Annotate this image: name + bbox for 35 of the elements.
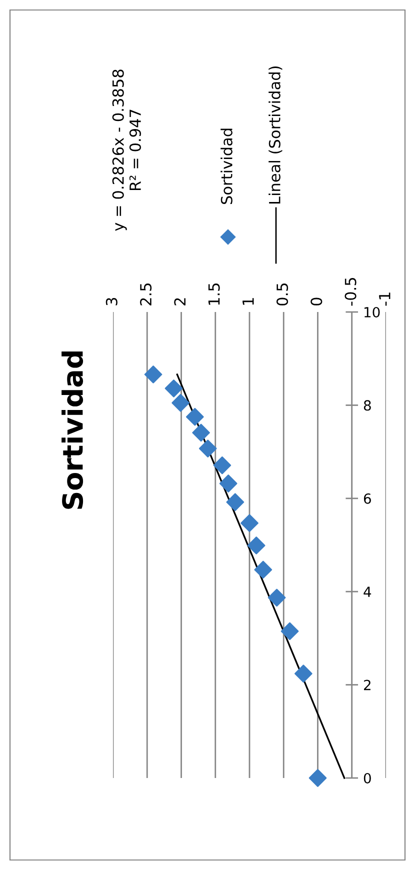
point xyxy=(294,664,312,683)
y-tick-label: 6 xyxy=(364,493,371,504)
point xyxy=(280,622,299,640)
y-tick-label: 10 xyxy=(364,306,380,318)
y-tick-label: 0 xyxy=(364,772,371,784)
point xyxy=(192,424,210,442)
text: Sortividad xyxy=(62,351,84,509)
point xyxy=(186,408,204,426)
point xyxy=(254,560,272,579)
point xyxy=(308,769,327,787)
x-tick-label: -0.5 xyxy=(344,278,356,306)
y-tick-label: 4 xyxy=(364,586,372,597)
text: Lineal (Sortividad) xyxy=(268,66,282,204)
x-tick-label: 1.5 xyxy=(208,283,220,305)
y-tick-label: 8 xyxy=(364,400,371,411)
point xyxy=(268,588,286,607)
x-tick-label: 3 xyxy=(106,298,118,306)
point xyxy=(240,514,258,532)
point xyxy=(144,366,162,384)
x-tick-label: 2.5 xyxy=(140,283,152,306)
point xyxy=(247,536,266,554)
point xyxy=(213,456,232,474)
x-tick-label: -1 xyxy=(379,292,390,306)
point xyxy=(198,440,217,458)
x-tick-label: 0.5 xyxy=(276,283,288,306)
x-tick-label: 2 xyxy=(174,298,186,306)
point xyxy=(164,380,183,398)
point xyxy=(172,394,190,412)
point xyxy=(219,474,238,492)
x-tick-label: 1 xyxy=(242,298,254,305)
x-tick-label: 0 xyxy=(310,298,322,306)
y-tick-label: 2 xyxy=(364,680,370,690)
point xyxy=(226,493,244,512)
text: y = 0.2826x - 0.3858 R² = 0.947 xyxy=(112,70,141,231)
text: Sortividad xyxy=(220,128,232,204)
